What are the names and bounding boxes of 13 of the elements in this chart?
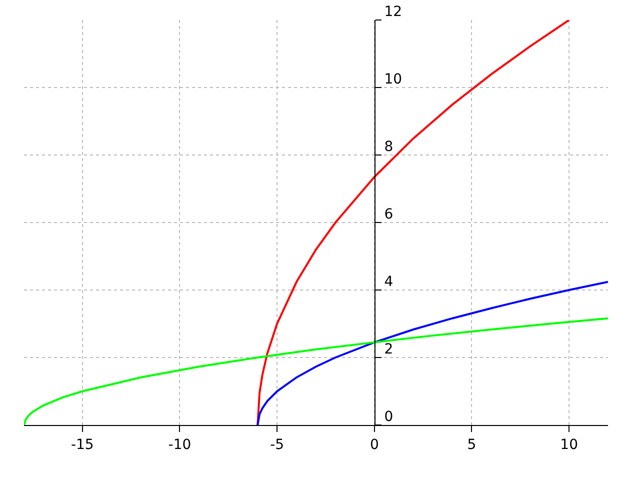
y-tick-label: 8 — [384, 138, 394, 155]
x-tick-label: -5 — [270, 436, 284, 453]
y-tick-label: 2 — [384, 341, 394, 358]
x-tick-label: -10 — [168, 436, 192, 453]
y-tick-label: 12 — [384, 4, 402, 20]
x-tick-label: 10 — [560, 436, 578, 453]
x-tick-label: 0 — [370, 436, 379, 453]
y-tick-label: 4 — [384, 274, 394, 290]
x-tick-label: 5 — [467, 436, 476, 453]
x-tick-label: -15 — [70, 436, 94, 453]
y-tick-label: 6 — [384, 206, 394, 222]
y-tick-label: 0 — [384, 408, 394, 425]
y-tick-label: 10 — [384, 71, 402, 88]
